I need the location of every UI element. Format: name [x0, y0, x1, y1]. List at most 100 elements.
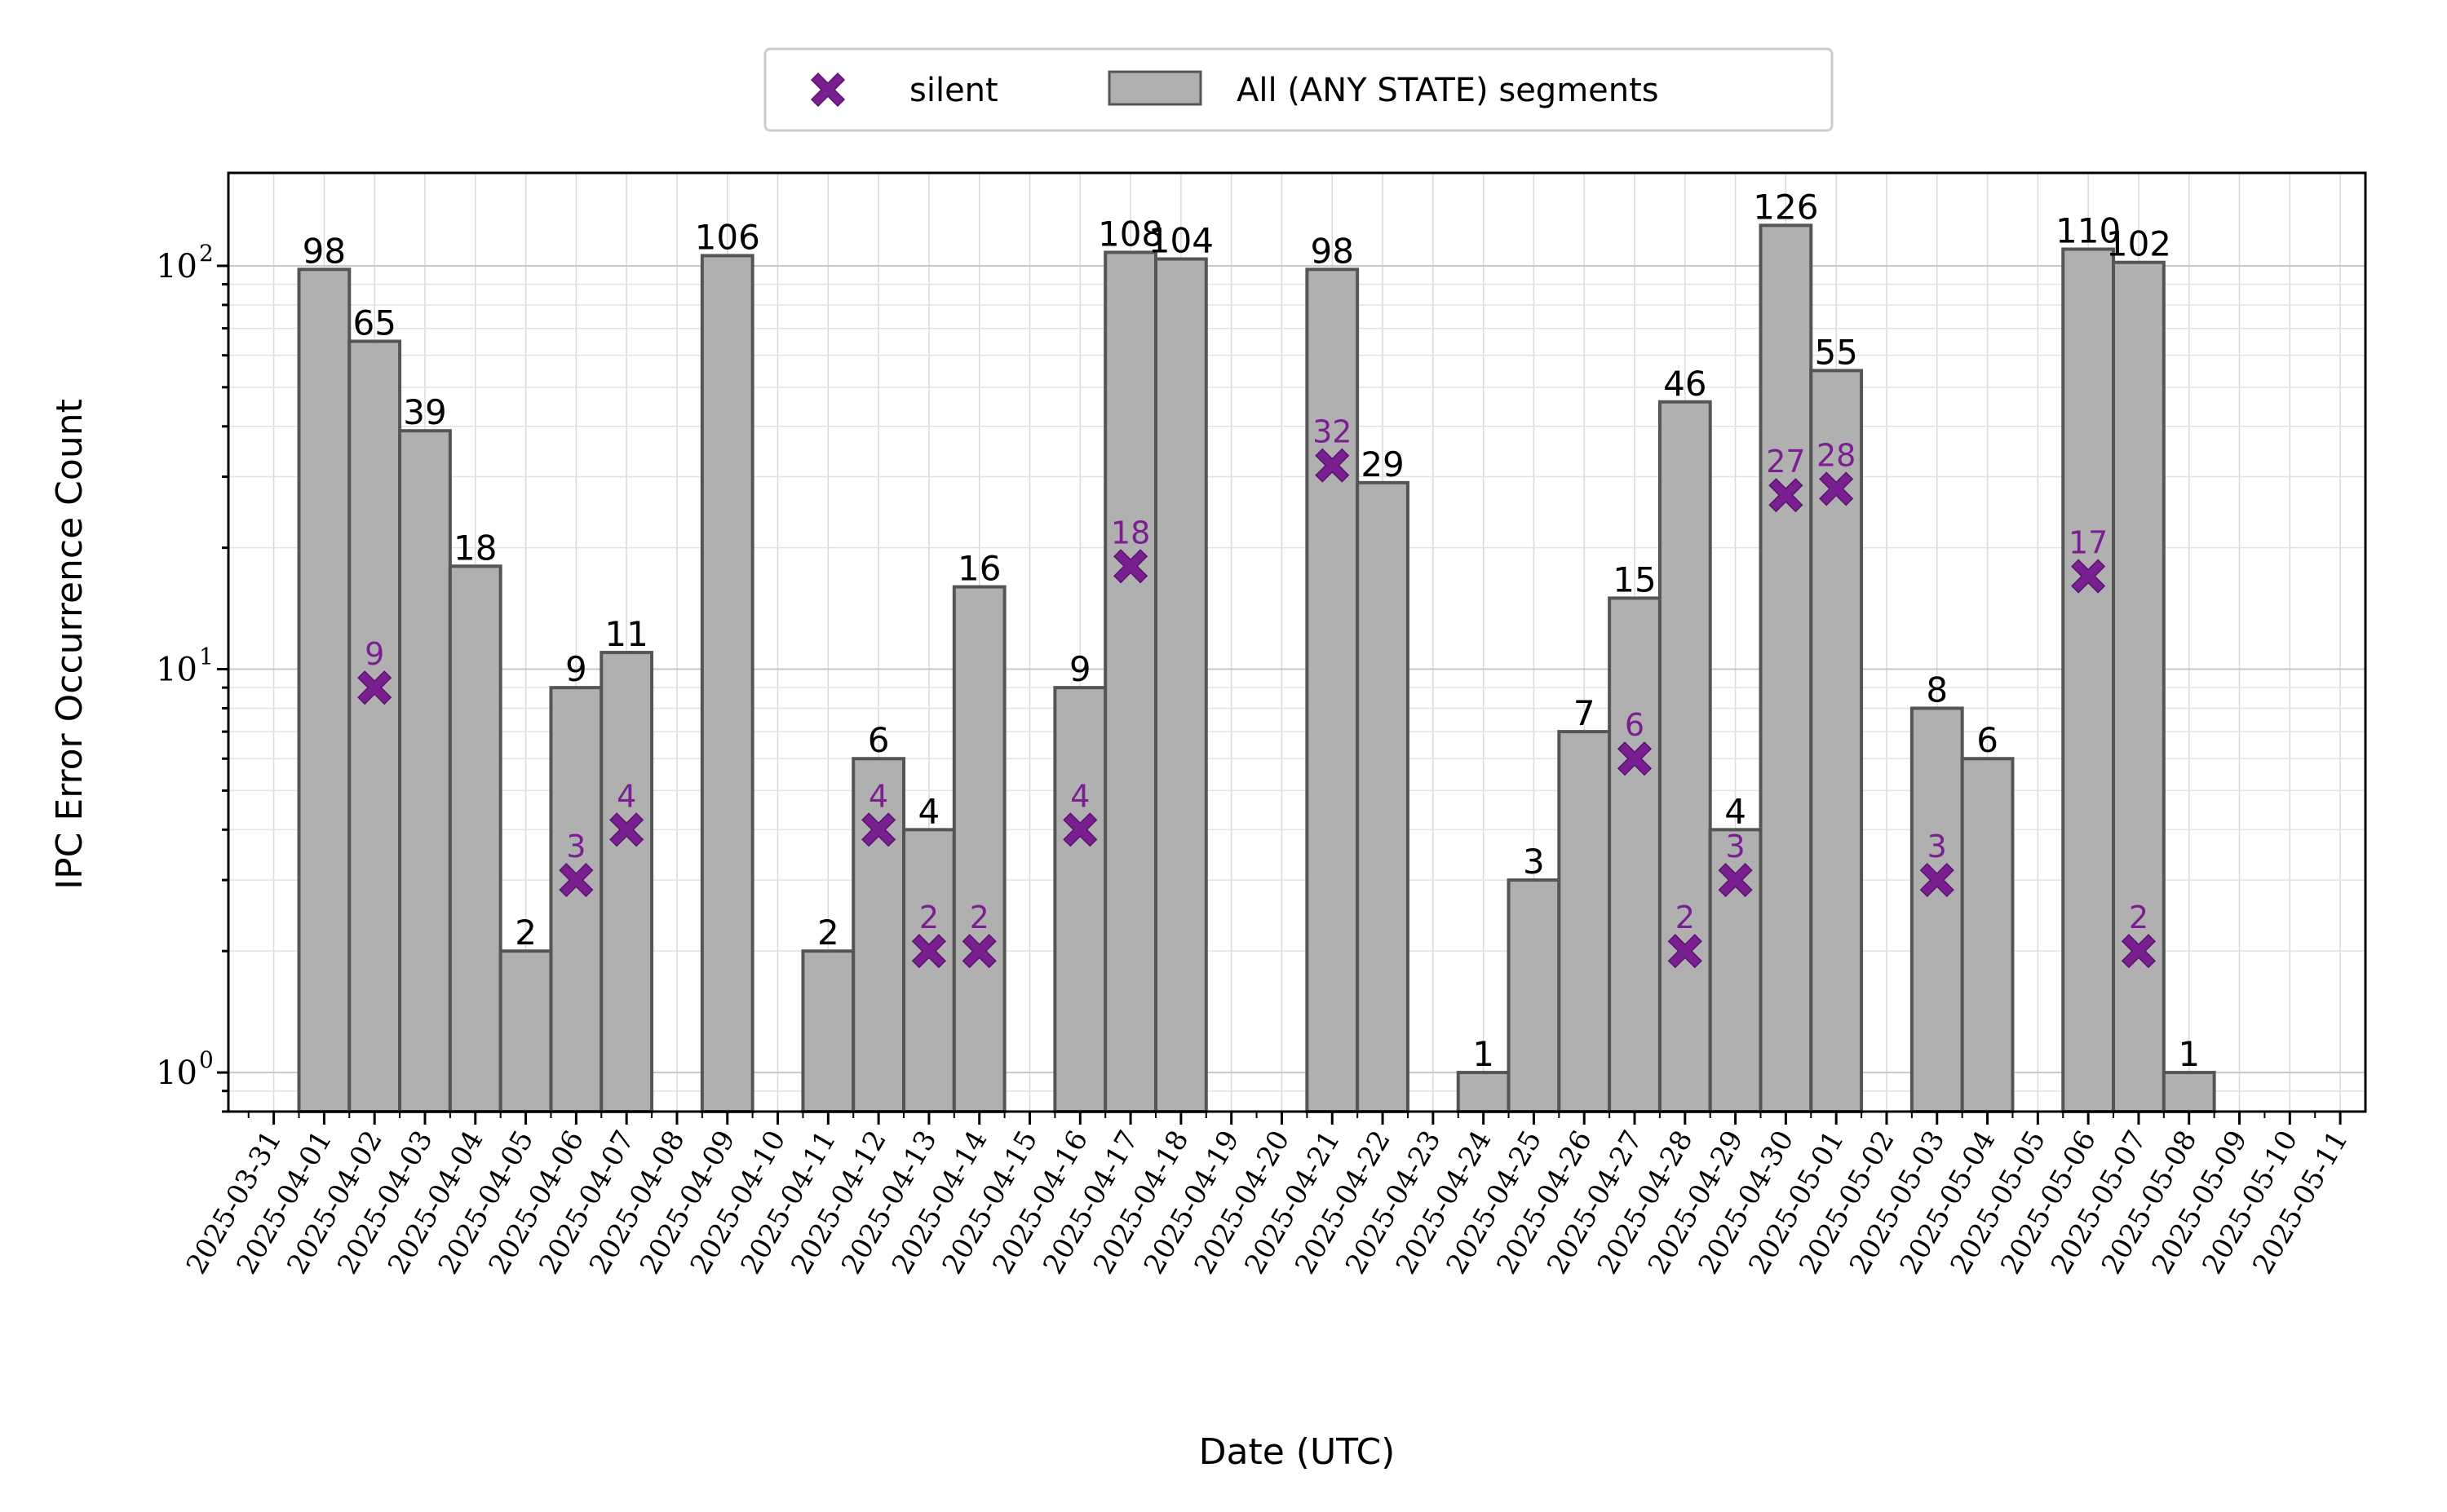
legend-bar-swatch — [1108, 70, 1202, 106]
silent-marker — [911, 934, 946, 969]
bar-value-label: 9 — [1069, 649, 1091, 689]
bar — [1507, 878, 1561, 1113]
bar-value-label: 4 — [918, 791, 940, 831]
bar — [549, 686, 604, 1113]
bar-value-label: 6 — [1976, 720, 1998, 760]
bar-value-label: 98 — [1311, 231, 1354, 271]
silent-marker — [861, 812, 896, 847]
bar-value-label: 2 — [817, 913, 839, 953]
bar — [1960, 757, 2015, 1113]
bar — [1356, 480, 1409, 1113]
legend: silent All (ANY STATE) segments — [763, 47, 1834, 132]
bar-value-label: 46 — [1663, 364, 1706, 404]
x-axis-ticks: 2025-03-312025-04-012025-04-022025-04-03… — [180, 1112, 2355, 1280]
silent-value-label: 3 — [1927, 829, 1947, 864]
bar-value-label: 4 — [1724, 791, 1746, 831]
bar — [1305, 267, 1360, 1114]
silent-value-label: 32 — [1312, 414, 1352, 450]
silent-marker — [1718, 863, 1753, 898]
bar — [801, 949, 856, 1114]
bar — [347, 339, 402, 1113]
bar — [1708, 828, 1763, 1113]
silent-value-label: 3 — [566, 829, 586, 864]
bar — [2112, 260, 2166, 1114]
y-tick-label: 10 — [156, 652, 197, 689]
bar — [2162, 1071, 2216, 1114]
bar-value-label: 39 — [403, 392, 446, 432]
silent-marker-series — [357, 448, 2156, 969]
bar-value-label: 98 — [303, 231, 346, 271]
silent-value-label: 27 — [1766, 444, 1805, 480]
silent-value-label: 6 — [1625, 707, 1644, 743]
bar — [1557, 730, 1612, 1113]
silent-value-label: 4 — [869, 778, 888, 814]
bar-value-label: 110 — [2055, 210, 2121, 250]
bar — [398, 429, 452, 1113]
bar-value-label: 9 — [565, 649, 587, 689]
silent-value-label: 3 — [1726, 829, 1746, 864]
y-tick-exponent: 0 — [199, 1046, 214, 1073]
bar — [448, 564, 502, 1113]
silent-marker — [1617, 741, 1653, 776]
bar-value-label: 7 — [1573, 693, 1595, 733]
legend-frame — [763, 47, 1834, 132]
bar — [902, 828, 956, 1113]
bar-series — [297, 223, 2216, 1114]
bar — [1153, 257, 1208, 1114]
x-axis-label: Date (UTC) — [1199, 1431, 1396, 1473]
bar — [2061, 247, 2116, 1113]
bar — [1909, 706, 1964, 1113]
y-axis-label: IPC Error Occurrence Count — [49, 399, 91, 890]
bar — [1608, 596, 1662, 1113]
bar-value-label: 104 — [1148, 221, 1214, 261]
bar-value-label: 16 — [958, 549, 1001, 589]
bar-value-label: 126 — [1753, 187, 1818, 227]
y-tick-exponent: 1 — [199, 643, 214, 670]
silent-value-label: 28 — [1816, 437, 1856, 473]
bar-value-label: 15 — [1613, 559, 1656, 599]
silent-marker — [357, 670, 392, 705]
silent-value-label: 9 — [365, 636, 384, 672]
silent-value-label: 4 — [617, 778, 636, 814]
y-tick-label: 10 — [156, 1054, 197, 1092]
silent-marker — [1315, 448, 1350, 483]
bar — [952, 585, 1007, 1113]
silent-value-label: 18 — [1111, 515, 1150, 550]
bar-value-label: 8 — [1926, 670, 1948, 710]
silent-value-label: 2 — [970, 900, 989, 935]
bar-value-label: 1 — [1472, 1034, 1494, 1074]
bar-value-label: 108 — [1098, 214, 1163, 254]
silent-value-label: 2 — [919, 900, 939, 935]
bar — [1053, 686, 1108, 1113]
silent-value-label: 17 — [2069, 525, 2108, 561]
bar-value-label: 65 — [352, 303, 396, 343]
bar-value-label: 55 — [1814, 332, 1857, 372]
silent-marker — [1819, 471, 1854, 506]
bar-value-label: 11 — [604, 614, 648, 654]
legend-marker-icon — [810, 72, 846, 108]
bar-value-label: 18 — [454, 528, 497, 568]
bar-value-label: 106 — [695, 217, 760, 257]
bar — [1456, 1071, 1511, 1114]
bar — [297, 267, 352, 1114]
silent-marker — [1063, 812, 1098, 847]
bar — [1104, 250, 1157, 1113]
y-tick-exponent: 2 — [199, 240, 214, 267]
silent-value-label: 2 — [1675, 900, 1695, 935]
y-tick-label: 10 — [156, 248, 197, 285]
bar — [700, 254, 754, 1114]
bar — [852, 757, 906, 1113]
legend-bar-label: All (ANY STATE) segments — [1237, 72, 1659, 109]
silent-value-label: 4 — [1070, 778, 1090, 814]
bar-value-label: 102 — [2106, 224, 2171, 264]
legend-marker-label: silent — [909, 72, 998, 109]
bar — [600, 651, 654, 1113]
silent-marker — [1113, 549, 1148, 584]
bar-value-label: 2 — [515, 913, 537, 953]
silent-marker — [2071, 559, 2106, 594]
silent-marker — [1768, 478, 1803, 513]
plot-frame — [227, 171, 2367, 1113]
